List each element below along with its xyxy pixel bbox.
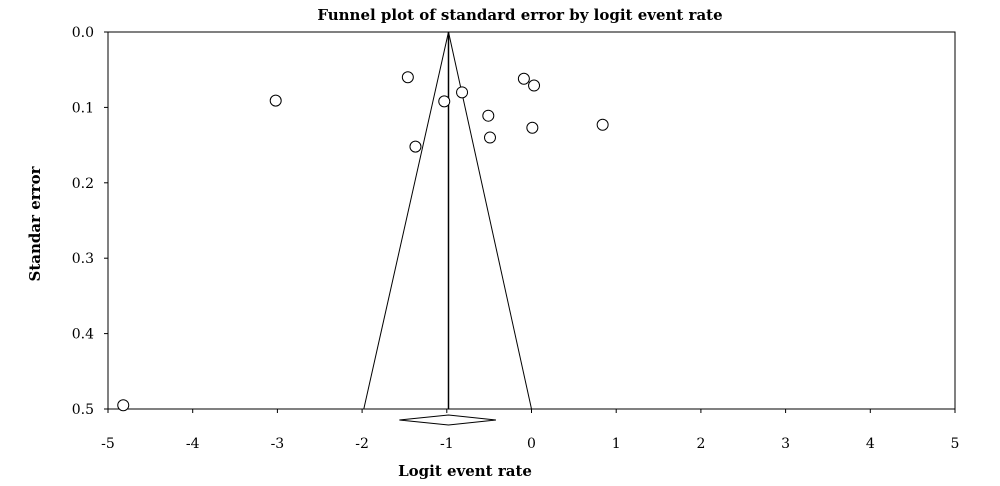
study-point [528,79,541,92]
chart-title: Funnel plot of standard error by logit e… [317,6,722,24]
study-point [269,94,282,107]
study-point [526,121,539,134]
x-tick-label: 3 [781,436,790,452]
y-tick-label: 0.0 [72,25,94,41]
study-point [409,140,422,153]
study-point [482,109,495,122]
data-points [117,71,609,412]
funnel-left-line [363,31,449,410]
y-axis-label: Standar error [26,165,44,281]
x-tick-label: 2 [696,436,705,452]
study-point [483,131,496,144]
y-tick-label: 0.3 [72,251,94,267]
x-tick-label: 1 [612,436,621,452]
y-tick-label: 0.4 [72,327,94,343]
x-tick-label: -3 [271,436,285,452]
study-point [401,71,414,84]
study-point [456,86,469,99]
summary-diamond [399,414,496,426]
study-point [438,95,451,108]
x-tick-label: 0 [527,436,536,452]
y-tick-label: 0.1 [72,100,94,116]
study-point [517,72,530,85]
x-tick-label: -5 [101,436,115,452]
x-axis-label: Logit event rate [398,462,532,480]
x-tick-label: -4 [186,436,200,452]
y-tick-label: 0.2 [72,176,94,192]
x-tick-label: -2 [355,436,369,452]
x-axis: -5 -4 -3 -2 -1 0 1 2 3 4 5 [101,409,959,452]
funnel-layer [363,31,532,426]
x-tick-label: 4 [866,436,875,452]
y-axis: 0.0 0.1 0.2 0.3 0.4 0.5 [72,25,108,418]
study-point [596,118,609,131]
study-point [117,399,130,412]
y-tick-label: 0.5 [72,402,94,418]
x-tick-label: 5 [951,436,960,452]
x-tick-label: -1 [440,436,454,452]
